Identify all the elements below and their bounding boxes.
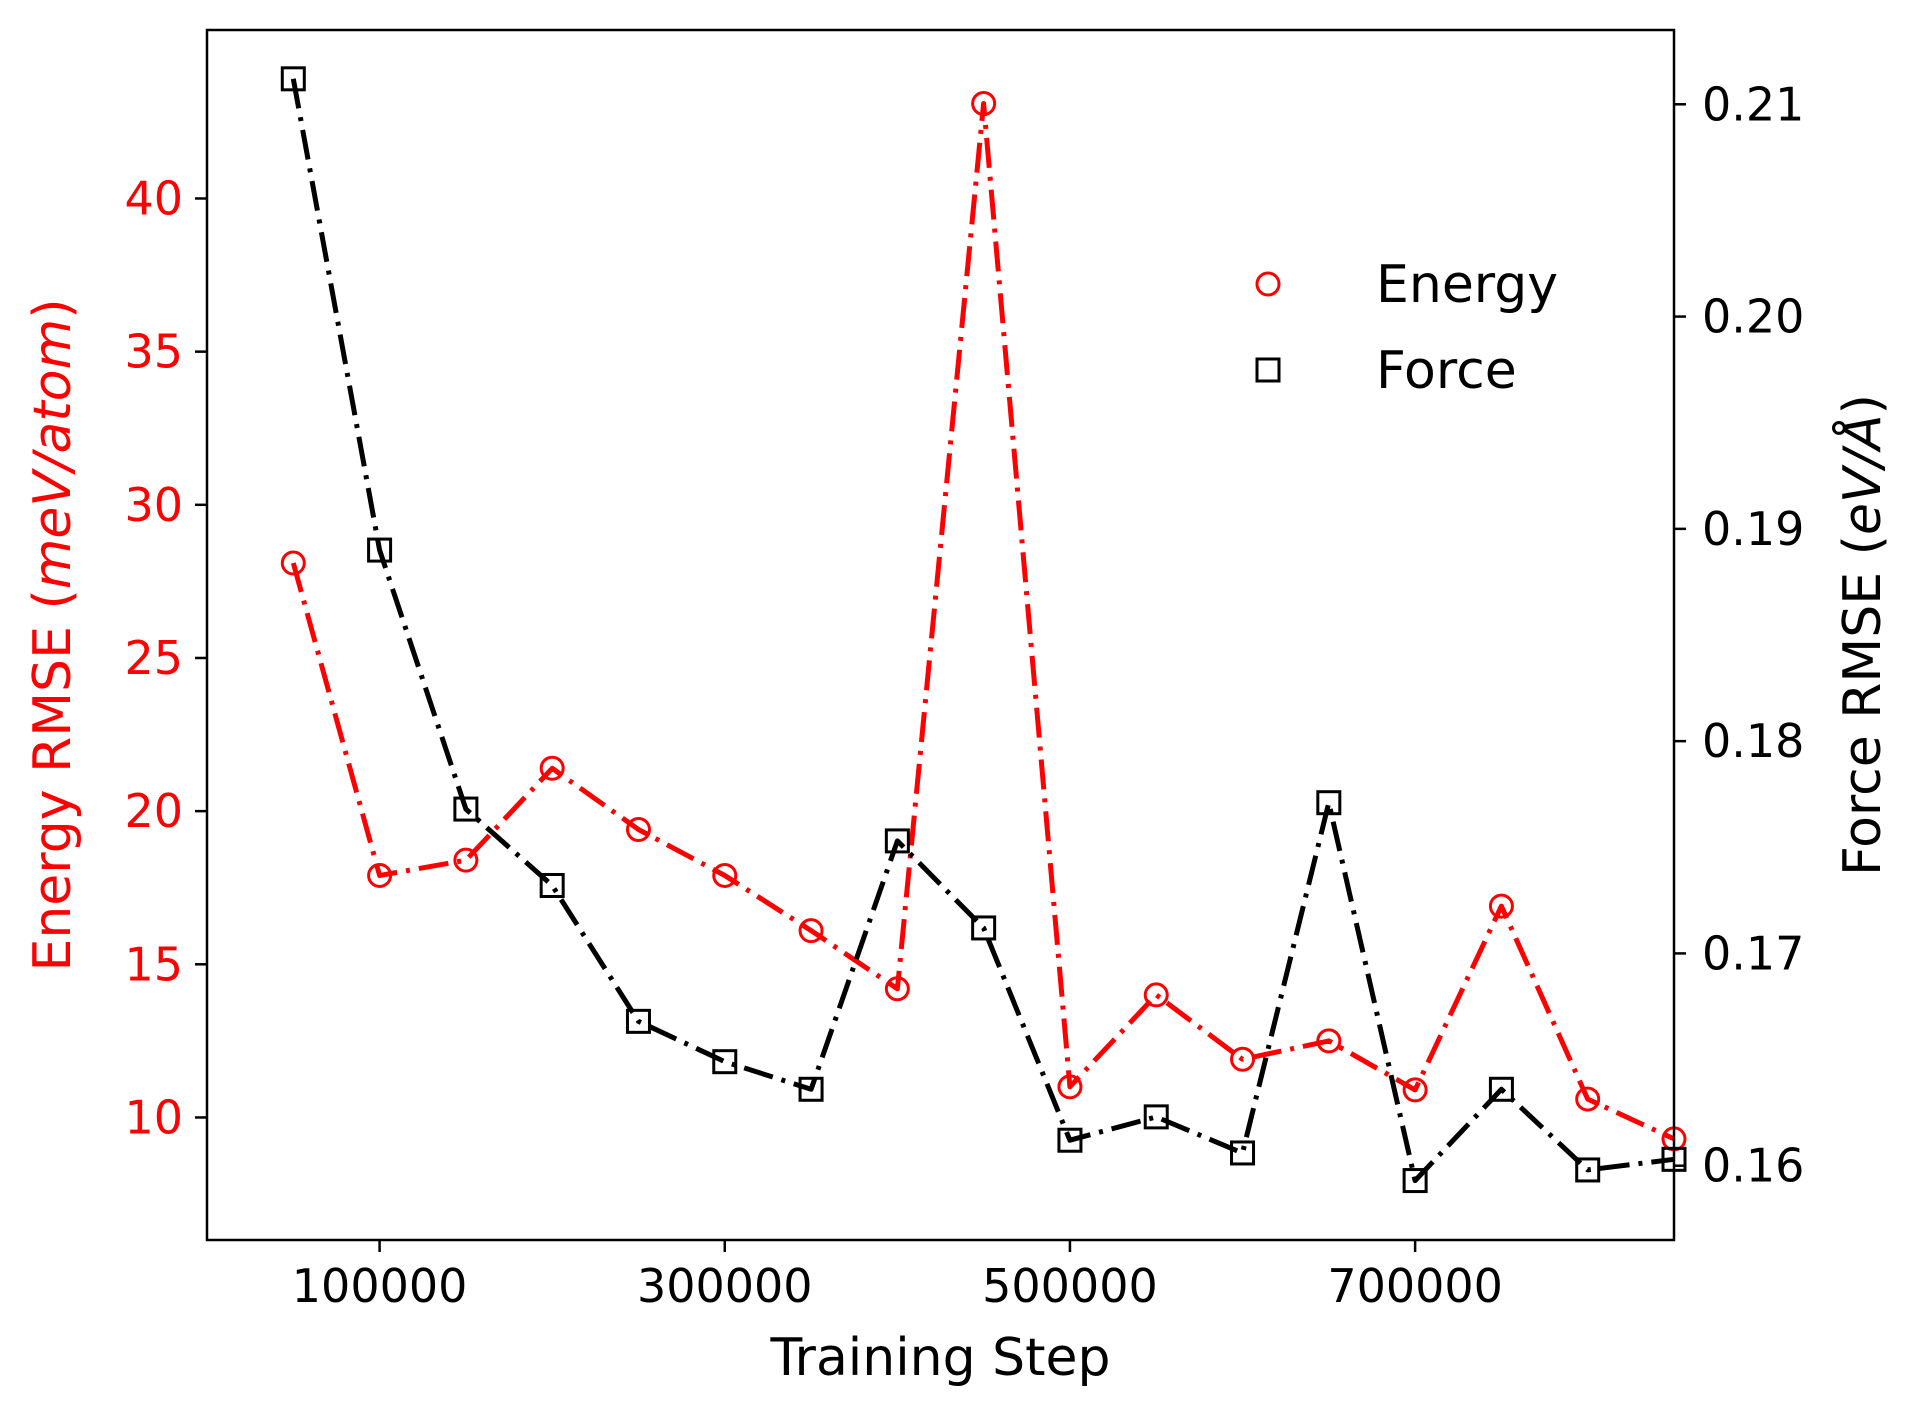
energy-data-point <box>884 976 910 1002</box>
right-y-axis-title-suffix: ) <box>1833 394 1893 414</box>
right-y-tick-label: 0.16 <box>1702 1139 1804 1193</box>
force-data-point <box>280 66 306 92</box>
energy-data-point <box>453 847 479 873</box>
energy-data-point <box>367 862 393 888</box>
x-tick-label: 300000 <box>637 1259 813 1313</box>
energy-data-point <box>1488 893 1514 919</box>
energy-data-point <box>539 755 565 781</box>
ticks-layer: 100000 300000 500000 700000 10 15 20 25 30 35 40 0.… <box>124 77 1804 1313</box>
energy-data-point <box>798 918 824 944</box>
right-y-tick-label: 0.20 <box>1702 290 1804 344</box>
energy-data-point <box>971 91 997 117</box>
right-y-tick-label: 0.21 <box>1702 77 1804 131</box>
energy-data-point <box>625 817 651 843</box>
legend-force-marker <box>1255 357 1281 383</box>
force-data-point <box>1402 1168 1428 1194</box>
force-data-point <box>1575 1157 1601 1183</box>
force-data-point <box>971 915 997 941</box>
left-y-tick-label: 10 <box>124 1090 183 1144</box>
force-data-point <box>1230 1140 1256 1166</box>
energy-data-point <box>1575 1086 1601 1112</box>
left-y-tick-label: 30 <box>124 478 183 532</box>
plot-frame <box>205 28 1676 1242</box>
left-y-axis-title-suffix: ) <box>23 298 83 318</box>
force-data-point <box>625 1008 651 1034</box>
right-y-tick-label: 0.18 <box>1702 714 1804 768</box>
legend-energy-marker <box>1255 271 1281 297</box>
left-y-tick-label: 15 <box>124 937 183 991</box>
force-data-point <box>367 537 393 563</box>
left-y-tick-label: 25 <box>124 631 183 685</box>
left-y-axis-title-prefix: Energy RMSE ( <box>23 589 83 971</box>
energy-series-line <box>290 101 1676 1142</box>
energy-data-point <box>1143 982 1169 1008</box>
right-y-axis-title-unit: eV/Å <box>1831 414 1893 535</box>
left-y-tick-label: 40 <box>124 171 183 225</box>
force-series-line <box>290 78 1675 1184</box>
force-data-point <box>712 1049 738 1075</box>
force-data-point <box>884 828 910 854</box>
force-data-point <box>1143 1104 1169 1130</box>
force-data-point <box>453 796 479 822</box>
right-y-axis-title: Force RMSE (eV/Å) <box>1831 394 1893 876</box>
x-tick-label: 100000 <box>292 1259 468 1313</box>
energy-data-point <box>1402 1077 1428 1103</box>
energy-data-point <box>712 862 738 888</box>
right-y-tick-label: 0.17 <box>1702 926 1804 980</box>
x-axis-title: Training Step <box>769 1328 1110 1388</box>
left-y-axis-title: Energy RMSE (meV/atom) <box>23 298 83 971</box>
legend: Energy Force <box>1255 255 1558 401</box>
energy-data-point <box>280 550 306 576</box>
energy-data-point <box>1316 1028 1342 1054</box>
force-data-point <box>798 1076 824 1102</box>
legend-energy-label: Energy <box>1376 255 1558 315</box>
x-tick-label: 700000 <box>1327 1259 1503 1313</box>
energy-data-point <box>1057 1074 1083 1100</box>
energy-data-point <box>1230 1046 1256 1072</box>
left-y-tick-label: 35 <box>124 325 183 379</box>
left-y-tick-label: 20 <box>124 784 183 838</box>
force-data-point <box>539 872 565 898</box>
force-data-point <box>1488 1076 1514 1102</box>
force-data-point <box>1316 790 1342 816</box>
force-data-point <box>1057 1127 1083 1153</box>
right-y-axis-title-prefix: Force RMSE ( <box>1833 535 1893 876</box>
x-tick-label: 500000 <box>982 1259 1158 1313</box>
legend-force-label: Force <box>1376 341 1517 401</box>
left-y-axis-title-unit: meV/atom <box>23 319 83 589</box>
right-y-tick-label: 0.19 <box>1702 502 1804 556</box>
